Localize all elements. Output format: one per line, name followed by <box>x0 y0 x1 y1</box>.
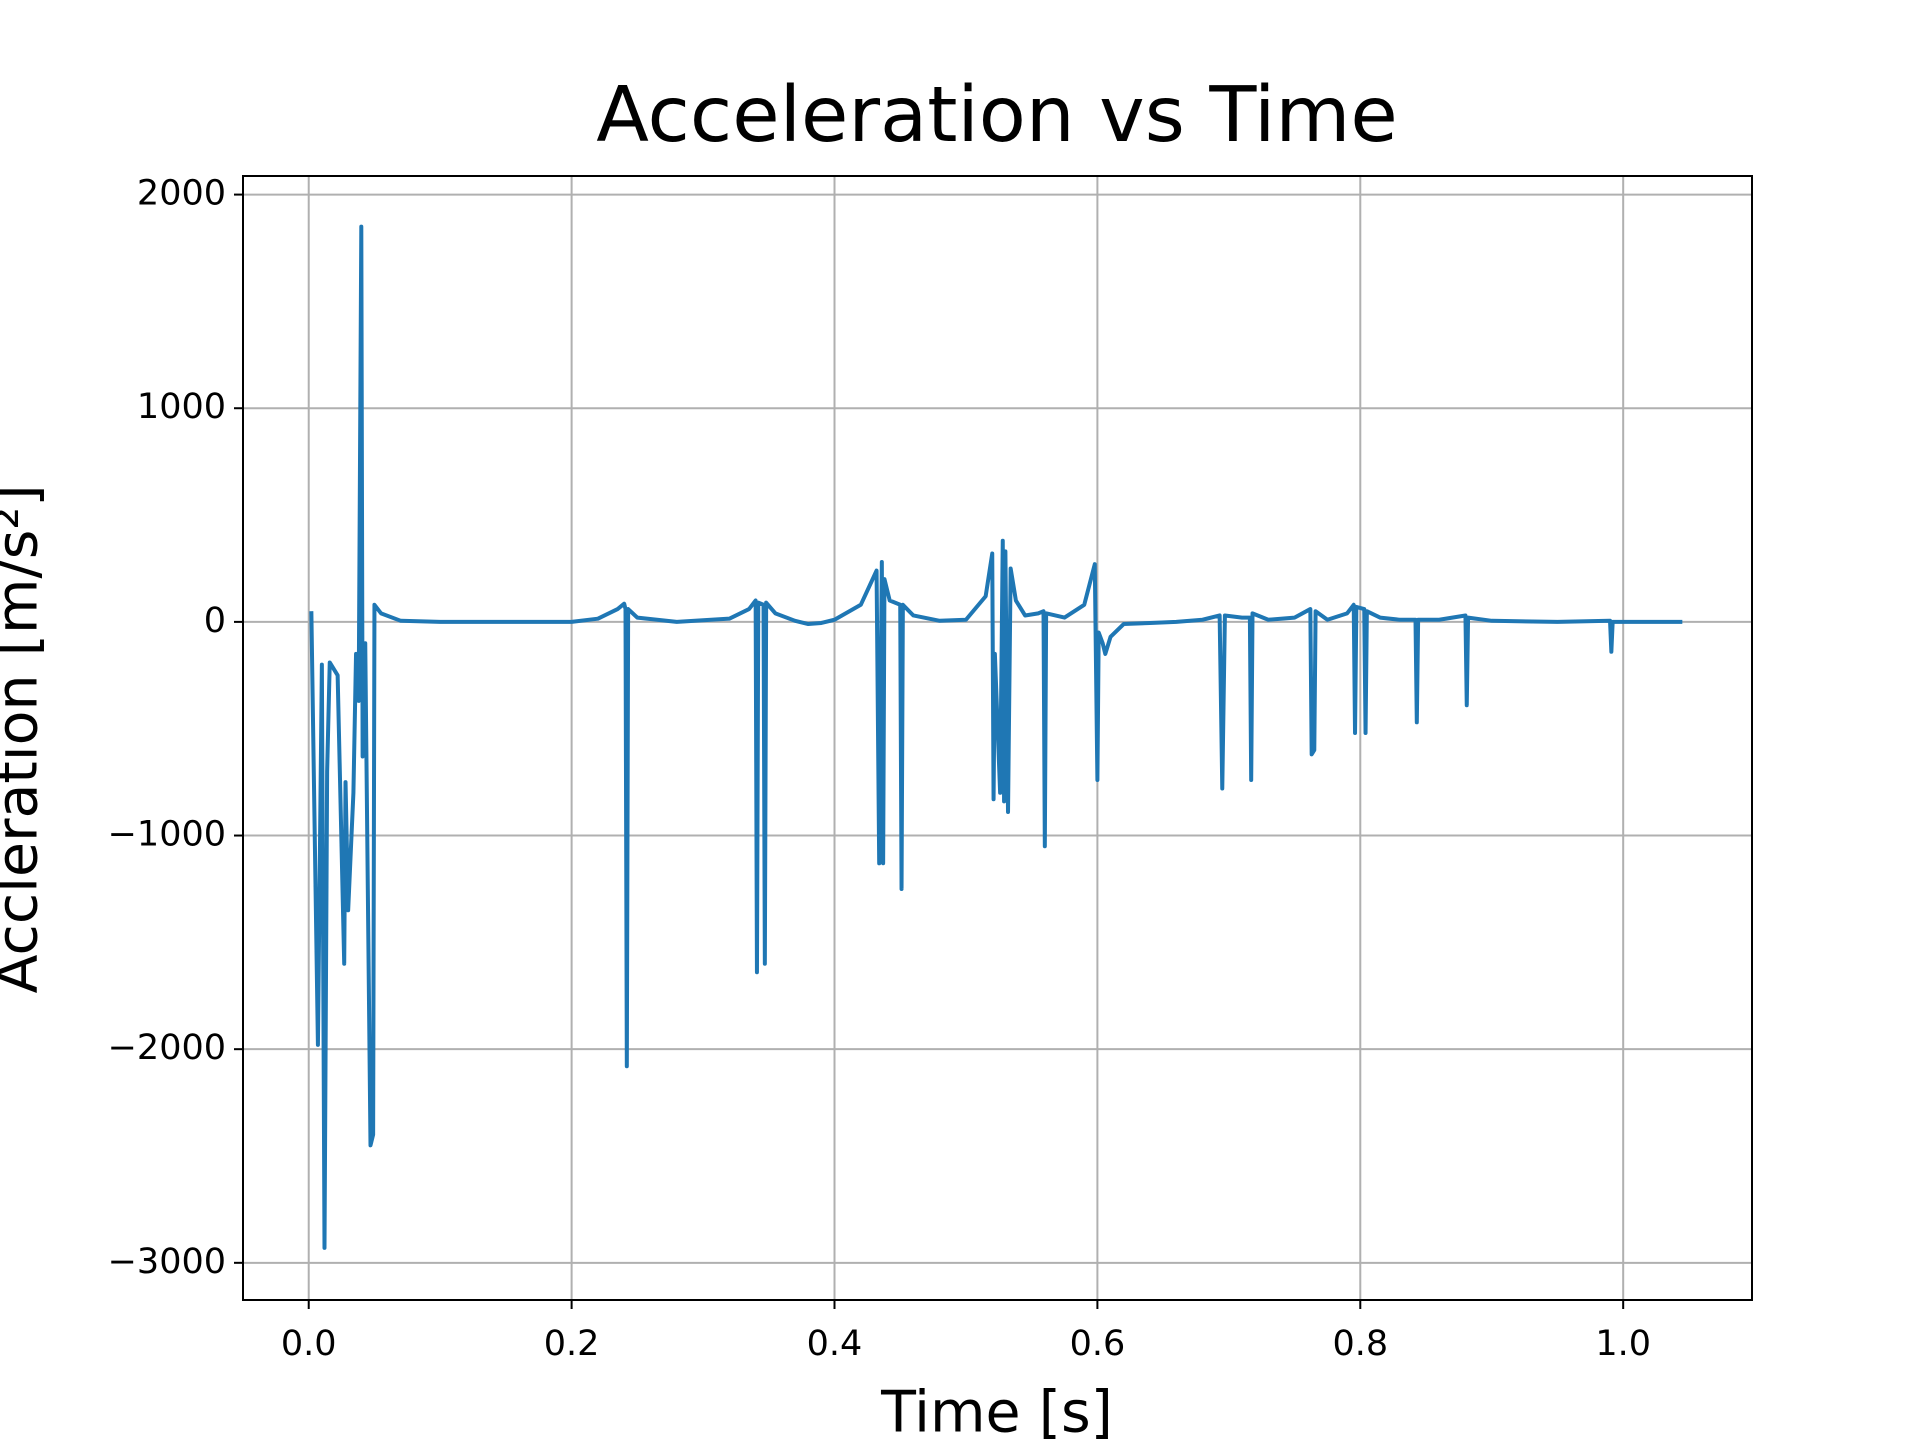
x-axis-label: Time [s] <box>880 1380 1113 1440</box>
y-tick-label: 0 <box>204 601 226 641</box>
plot-area <box>309 224 1683 1250</box>
x-tick-label: 0.0 <box>281 1324 337 1364</box>
x-tick-label: 0.4 <box>807 1324 863 1364</box>
y-tick-label: −1000 <box>108 815 226 855</box>
y-tick-label: 2000 <box>137 174 226 214</box>
chart-title: Acceleration vs Time <box>596 71 1398 160</box>
x-tick-label: 0.6 <box>1070 1324 1126 1364</box>
y-tick-label: −2000 <box>108 1028 226 1068</box>
x-tick-label: 0.2 <box>544 1324 600 1364</box>
axes-frame <box>242 175 1753 1301</box>
y-tick-label: −3000 <box>108 1242 226 1282</box>
x-tick-label: 0.8 <box>1332 1324 1388 1364</box>
y-tick-label: 1000 <box>137 387 226 427</box>
x-tick-label: 1.0 <box>1595 1324 1651 1364</box>
y-axis-label: Accleration [m/s²] <box>0 485 51 994</box>
ticks: 0.0 0.2 0.4 0.6 0.8 1.0 −3000 −2000 −1000 0 1000 20… <box>108 174 1651 1364</box>
data-line <box>309 224 1683 1250</box>
